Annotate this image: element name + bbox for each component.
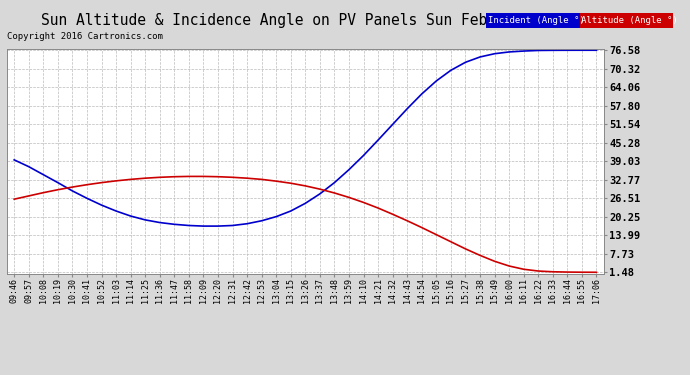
- Text: Altitude (Angle °): Altitude (Angle °): [581, 16, 678, 25]
- Text: Sun Altitude & Incidence Angle on PV Panels Sun Feb 14 17:08: Sun Altitude & Incidence Angle on PV Pan…: [41, 13, 566, 28]
- Text: Incident (Angle °): Incident (Angle °): [488, 16, 584, 25]
- Text: Copyright 2016 Cartronics.com: Copyright 2016 Cartronics.com: [7, 32, 163, 41]
